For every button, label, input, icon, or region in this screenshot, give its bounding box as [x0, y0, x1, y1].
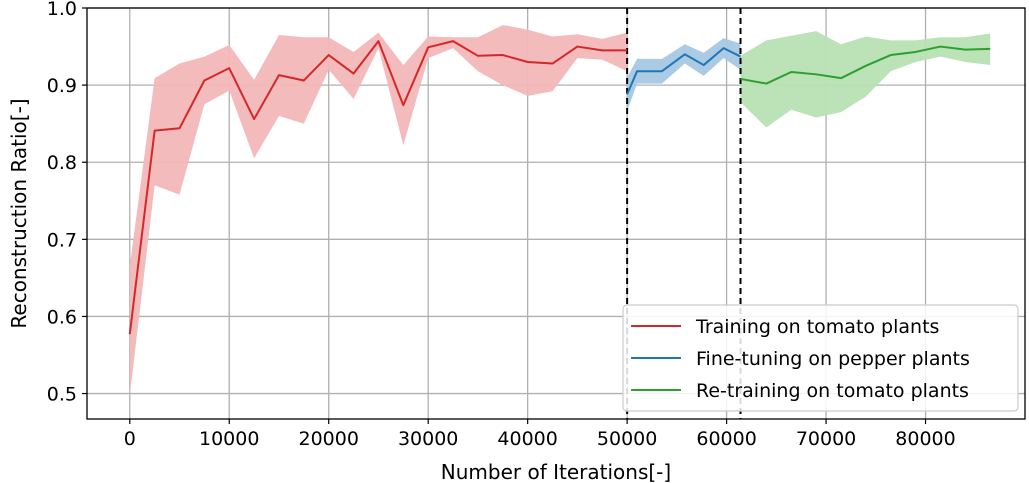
x-tick-label: 20000	[298, 428, 358, 450]
legend-label-1: Fine-tuning on pepper plants	[696, 348, 970, 370]
x-tick-label: 70000	[796, 428, 856, 450]
y-tick-label: 0.6	[47, 306, 77, 328]
y-tick-label: 0.7	[47, 229, 77, 251]
legend-label-0: Training on tomato plants	[695, 316, 939, 338]
axis-ticks: 0 10000 20000 30000 40000 50000 60000 70000 8000…	[47, 0, 956, 450]
x-tick-label: 0	[124, 428, 136, 450]
x-tick-label: 60000	[696, 428, 756, 450]
band-series-1	[627, 38, 741, 112]
legend-label-2: Re-training on tomato plants	[696, 380, 969, 402]
x-tick-label: 30000	[398, 428, 458, 450]
band-series-2	[740, 31, 991, 128]
y-tick-label: 1.0	[47, 0, 77, 20]
line-series-0	[128, 40, 628, 335]
y-tick-label: 0.8	[47, 152, 77, 174]
series-lines	[128, 40, 991, 335]
x-axis-label: Number of Iterations[-]	[441, 460, 671, 483]
x-tick-label: 10000	[199, 428, 259, 450]
x-tick-label: 50000	[597, 428, 657, 450]
y-tick-label: 0.9	[47, 75, 77, 97]
legend: Training on tomato plants Fine-tuning on …	[622, 304, 1019, 412]
line-series-2	[740, 45, 991, 85]
y-axis-label: Reconstruction Ratio[-]	[7, 98, 31, 328]
x-tick-label: 80000	[895, 428, 955, 450]
line-series-1	[626, 47, 741, 95]
x-tick-label: 40000	[497, 428, 557, 450]
plot-frame	[86, 7, 1026, 420]
y-tick-label: 0.5	[47, 384, 77, 406]
legend-box	[622, 304, 1019, 412]
